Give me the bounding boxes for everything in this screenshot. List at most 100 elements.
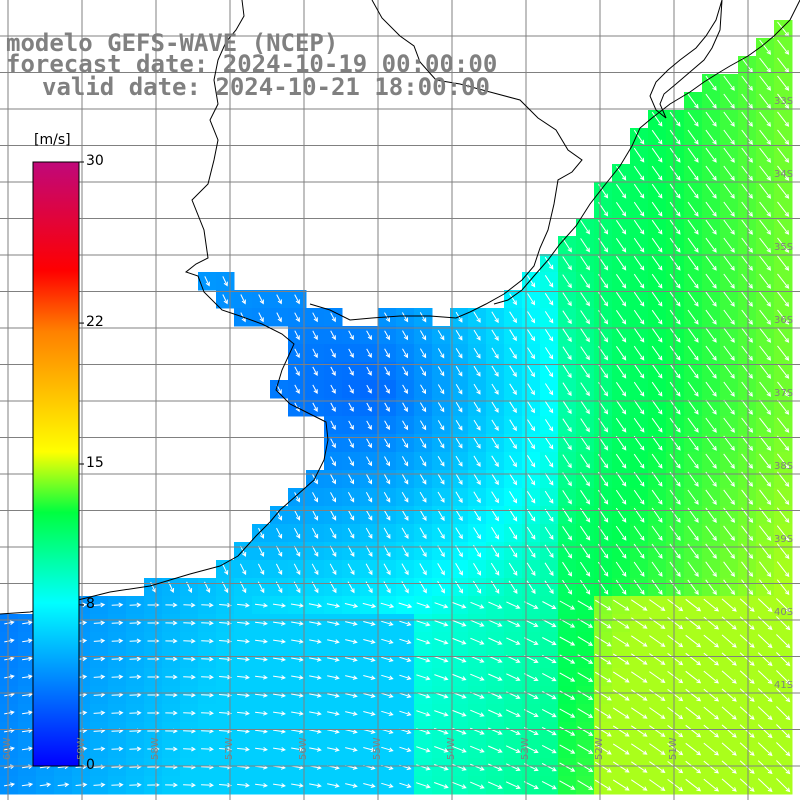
wind-arrow <box>705 417 717 433</box>
colorbar-tick-label: 22 <box>86 314 104 331</box>
wind-arrow <box>703 688 720 702</box>
wind-arrow <box>526 526 536 540</box>
wind-arrow <box>559 636 576 646</box>
wind-arrow <box>291 675 304 680</box>
wind-arrow <box>776 688 791 703</box>
wind-arrow <box>383 474 391 485</box>
wind-arrow <box>111 710 124 716</box>
wind-arrow <box>384 348 390 359</box>
wind-arrow <box>419 348 427 359</box>
wind-arrow <box>401 474 409 485</box>
wind-arrow <box>544 472 554 486</box>
wind-arrow <box>491 437 499 450</box>
wind-arrow <box>577 672 594 682</box>
wind-arrow <box>222 276 228 287</box>
wind-arrow <box>416 782 431 789</box>
wind-arrow <box>311 545 319 557</box>
wind-arrow <box>222 563 229 576</box>
wind-arrow <box>309 711 322 716</box>
wind-arrow <box>723 489 735 505</box>
wind-arrow <box>723 219 735 235</box>
wind-arrow <box>363 783 376 788</box>
wind-arrow <box>705 309 717 325</box>
wind-arrow <box>685 706 702 720</box>
wind-arrow <box>330 366 336 377</box>
latitude-labels: 33S 34S 35S 36S 37S 38S 39S 40S 41S <box>774 96 793 691</box>
wind-arrow <box>419 438 427 449</box>
wind-arrow <box>741 309 753 325</box>
wind-arrow <box>291 711 304 716</box>
wind-arrow <box>703 706 720 720</box>
wind-arrow <box>401 509 409 521</box>
wind-arrow <box>741 219 753 235</box>
wind-arrow <box>615 220 627 235</box>
wind-arrow <box>649 707 666 720</box>
wind-arrow <box>437 455 445 467</box>
wind-arrow <box>222 294 228 305</box>
wind-arrow <box>687 579 699 595</box>
wind-arrow <box>294 330 300 341</box>
wind-arrow <box>741 237 753 253</box>
wind-arrow <box>723 435 735 451</box>
wind-arrow <box>669 147 681 163</box>
wind-arrow <box>723 561 736 578</box>
wind-arrow <box>741 417 754 433</box>
wind-arrow <box>705 579 717 596</box>
wind-arrow <box>255 674 268 680</box>
wind-arrow <box>723 399 735 415</box>
wind-arrow <box>667 635 684 648</box>
wind-arrow <box>237 620 250 626</box>
wind-arrow <box>473 527 481 540</box>
wind-arrow <box>594 635 612 647</box>
wind-arrow <box>633 579 645 595</box>
wind-arrow <box>562 472 572 487</box>
wind-arrow <box>633 183 645 199</box>
wind-arrow <box>4 656 15 661</box>
wind-arrow <box>526 473 536 486</box>
wind-arrow <box>402 330 409 341</box>
wind-arrow <box>344 603 359 608</box>
wind-arrow <box>721 670 737 684</box>
wind-arrow <box>255 782 268 788</box>
wind-arrow <box>633 363 645 379</box>
wind-arrow <box>347 509 355 521</box>
wind-arrow <box>111 602 124 608</box>
wind-arrow <box>667 689 684 702</box>
wind-arrow <box>345 747 358 752</box>
wind-arrow <box>759 309 772 325</box>
wind-arrow <box>416 710 431 717</box>
wind-arrow <box>705 147 717 163</box>
wind-arrow <box>541 708 557 718</box>
wind-arrow <box>705 345 717 361</box>
wind-arrow <box>509 329 517 342</box>
wind-arrow <box>723 201 735 217</box>
wind-arrow <box>651 111 663 127</box>
wind-arrow <box>291 783 304 788</box>
wind-arrow <box>759 93 772 109</box>
wind-arrow <box>594 725 612 737</box>
wind-arrow <box>615 435 627 451</box>
wind-arrow <box>437 527 445 540</box>
wind-arrow <box>615 202 627 217</box>
wind-arrow <box>687 489 699 505</box>
wind-arrow <box>580 490 591 505</box>
wind-arrow <box>741 579 754 596</box>
wind-arrow <box>759 525 772 542</box>
wind-arrow <box>594 707 612 719</box>
wind-arrow <box>739 598 755 612</box>
wind-arrow <box>111 620 124 626</box>
wind-arrow <box>651 525 663 541</box>
wind-arrow <box>330 312 336 323</box>
wind-arrow <box>330 348 336 359</box>
wind-arrow <box>384 384 390 394</box>
wind-arrow <box>667 617 684 630</box>
wind-arrow <box>491 509 499 522</box>
wind-arrow <box>577 780 594 790</box>
wind-arrow <box>22 656 33 662</box>
wind-arrow <box>562 328 572 343</box>
wind-arrow <box>633 237 645 253</box>
wind-arrow <box>577 762 594 772</box>
wind-arrow <box>506 619 521 627</box>
wind-arrow <box>705 543 717 559</box>
wind-arrow <box>741 435 754 451</box>
